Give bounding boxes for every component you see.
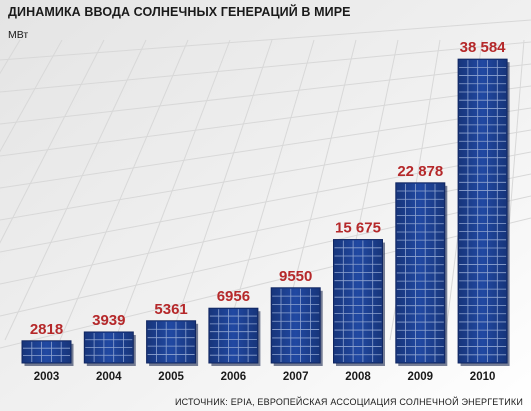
chart-title: ДИНАМИКА ВВОДА СОЛНЕЧНЫХ ГЕНЕРАЦИЙ В МИР…: [8, 5, 351, 19]
value-label-2004: 3939: [92, 312, 125, 329]
background-grid-line: [0, 39, 63, 153]
background-grid-line: [169, 39, 273, 341]
bar-2005: [146, 320, 197, 364]
value-label-2008: 15 675: [335, 220, 381, 237]
background-grid-line: [0, 19, 531, 61]
source-note: ИСТОЧНИК: EPIA, ЕВРОПЕЙСКАЯ АССОЦИАЦИЯ С…: [174, 397, 523, 407]
background-grid-line: [4, 39, 147, 341]
value-label-2010: 38 584: [460, 39, 507, 56]
bar-2003: [21, 340, 72, 364]
background-solar-cells: [0, 19, 531, 349]
x-tick-label-2009: 2009: [408, 371, 434, 383]
x-tick-label-2006: 2006: [221, 371, 247, 383]
bar-2010: [457, 58, 508, 364]
background-grid-line: [114, 39, 231, 341]
x-tick-label-2005: 2005: [158, 371, 184, 383]
bar-2008: [333, 239, 383, 364]
x-tick-label-2007: 2007: [283, 371, 309, 383]
background-grid-line: [0, 129, 531, 221]
bar-group: 2818 2003 3939 2004 5361 2005 6956 2006 9550 2007…: [21, 39, 510, 383]
background-grid-line: [0, 151, 531, 253]
bar-2006: [208, 307, 259, 364]
x-tick-label-2010: 2010: [470, 371, 496, 383]
background-grid-line: [0, 41, 531, 93]
background-grid-line: [59, 39, 189, 341]
value-label-2007: 9550: [279, 268, 312, 285]
value-label-2005: 5361: [154, 301, 187, 318]
value-label-2003: 2818: [30, 321, 63, 338]
background-grid-line: [0, 39, 105, 244]
background-grid-line: [0, 107, 531, 189]
background-grid-line: [0, 63, 531, 125]
x-tick-label-2003: 2003: [34, 371, 60, 383]
x-tick-label-2004: 2004: [96, 371, 122, 383]
value-label-2006: 6956: [217, 288, 250, 305]
background-grid-line: [0, 85, 531, 157]
bar-2007: [270, 287, 321, 364]
value-label-2009: 22 878: [397, 163, 443, 180]
y-axis-unit: МВт: [8, 29, 29, 41]
x-tick-label-2008: 2008: [345, 371, 371, 383]
